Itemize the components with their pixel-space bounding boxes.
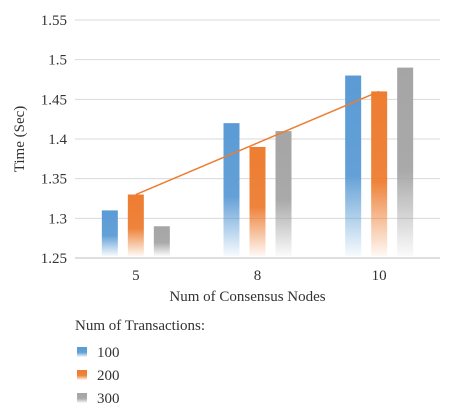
legend-swatch-100: [77, 347, 87, 357]
axes-group: 1.25 1.3 1.35 1.4 1.45 1.5 1.55 5 8 10: [41, 13, 440, 284]
y-tick-label: 1.5: [48, 53, 67, 69]
bar-100-5: [101, 210, 118, 256]
trendline: [135, 90, 380, 196]
y-axis-label: Time (Sec): [12, 106, 28, 173]
y-tick-label: 1.45: [41, 92, 67, 108]
bar-300-5: [153, 226, 170, 256]
y-tick-label: 1.25: [41, 251, 67, 267]
bar-200-5: [127, 194, 144, 256]
legend-label-300: 300: [97, 391, 120, 407]
labels-group: Time (Sec) Num of Consensus Nodes: [12, 106, 326, 305]
x-axis-label: Num of Consensus Nodes: [169, 289, 325, 305]
y-tick-label: 1.3: [48, 211, 67, 227]
x-tick-label: 8: [254, 268, 262, 284]
y-tick-label: 1.55: [41, 13, 67, 29]
bars-group: [101, 67, 414, 257]
y-tick-label: 1.35: [41, 172, 67, 188]
bar-100-10: [345, 75, 362, 257]
trendline-group: [135, 90, 380, 196]
legend: Num of Transactions: 100 200 300: [75, 318, 205, 407]
bar-200-8: [249, 146, 266, 256]
bar-100-8: [223, 123, 240, 256]
bar-300-8: [275, 131, 292, 256]
bar-300-10: [397, 67, 414, 256]
legend-label-200: 200: [97, 368, 120, 384]
x-tick-label: 10: [372, 268, 387, 284]
y-tick-label: 1.4: [48, 132, 67, 148]
legend-swatch-200: [77, 370, 87, 380]
x-tick-label: 5: [132, 268, 140, 284]
legend-label-100: 100: [97, 345, 120, 361]
legend-title: Num of Transactions:: [75, 318, 205, 334]
bar-200-10: [371, 91, 388, 257]
legend-swatch-300: [77, 393, 87, 403]
